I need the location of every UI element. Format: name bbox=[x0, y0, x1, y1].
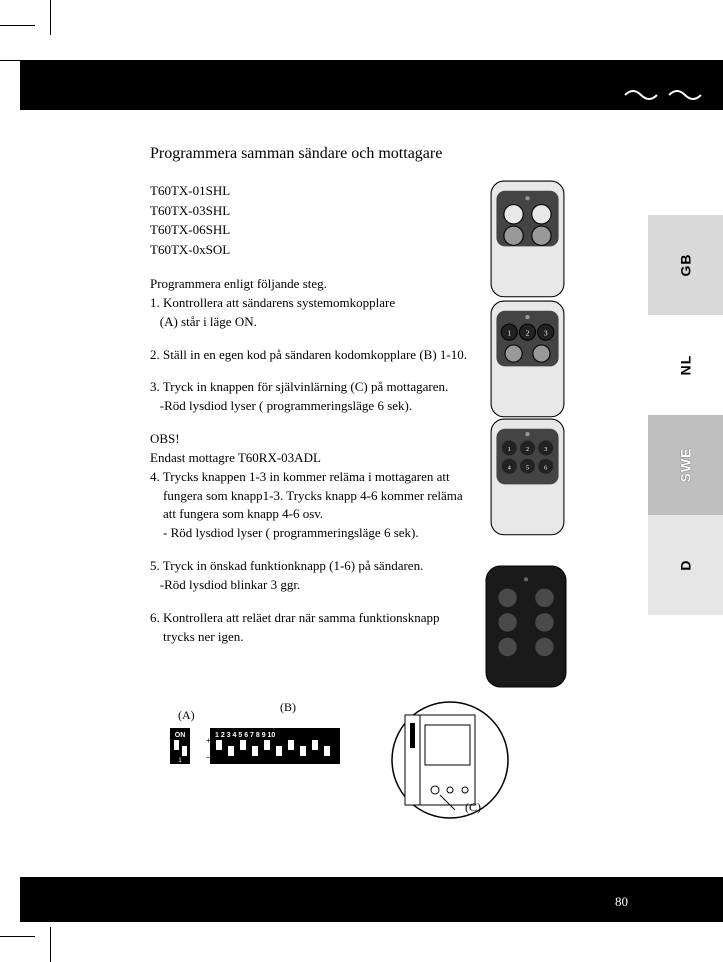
svg-text:2: 2 bbox=[526, 446, 529, 453]
tab-gb[interactable]: GB bbox=[648, 215, 723, 315]
crop-mark bbox=[0, 25, 35, 26]
svg-text:1 2 3 4 5 6 7 8 9 10: 1 2 3 4 5 6 7 8 9 10 bbox=[215, 732, 275, 739]
page-number-right: 8 bbox=[712, 894, 719, 910]
page-number: 80 bbox=[615, 894, 628, 910]
svg-text:ON: ON bbox=[175, 732, 186, 739]
svg-text:2: 2 bbox=[526, 328, 530, 337]
svg-text:3: 3 bbox=[544, 446, 547, 453]
crop-mark bbox=[50, 0, 51, 35]
wave-icon bbox=[623, 85, 703, 105]
remote-6btn-figure: 1 2 3 4 5 6 bbox=[490, 418, 565, 541]
label-b: (B) bbox=[280, 700, 296, 715]
crop-mark bbox=[50, 927, 51, 962]
tab-label: SWE bbox=[677, 448, 693, 483]
language-tabs: GB NL SWE D bbox=[648, 215, 723, 615]
dip-switch-icon: ON 1 1 2 3 4 5 6 7 8 9 10 + − bbox=[160, 718, 360, 778]
receiver-figure bbox=[380, 695, 520, 825]
tab-label: GB bbox=[678, 254, 694, 277]
tab-d[interactable]: D bbox=[648, 515, 723, 615]
remote-2btn-figure bbox=[490, 180, 565, 303]
crop-mark bbox=[0, 936, 35, 937]
dip-switch-figure: (A) (B) ON 1 1 2 3 4 5 6 7 8 9 10 + − (C… bbox=[160, 700, 540, 820]
svg-text:+: + bbox=[206, 736, 211, 745]
tab-swe[interactable]: SWE bbox=[648, 415, 723, 515]
tab-label: NL bbox=[677, 355, 693, 376]
tab-nl[interactable]: NL bbox=[648, 315, 723, 415]
remote-3btn-figure: 1 2 3 bbox=[490, 300, 565, 423]
svg-text:1: 1 bbox=[508, 446, 511, 453]
page-title: Programmera samman sändare och mottagare bbox=[150, 145, 550, 163]
header-bar bbox=[20, 60, 723, 110]
label-c: (C) bbox=[465, 800, 481, 815]
svg-text:5: 5 bbox=[526, 464, 529, 471]
tab-label: D bbox=[678, 559, 694, 570]
remote-black-figure bbox=[485, 565, 567, 693]
svg-text:1: 1 bbox=[507, 328, 511, 337]
svg-text:3: 3 bbox=[544, 328, 548, 337]
svg-text:−: − bbox=[206, 753, 211, 762]
